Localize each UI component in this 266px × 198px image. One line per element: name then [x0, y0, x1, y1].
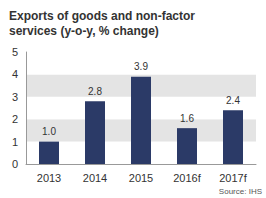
svg-text:1: 1 [12, 136, 18, 148]
svg-text:2014: 2014 [83, 172, 107, 184]
svg-text:2013: 2013 [37, 172, 61, 184]
svg-text:2.8: 2.8 [88, 86, 102, 97]
svg-text:services (y-o-y, % change): services (y-o-y, % change) [9, 24, 159, 38]
svg-text:5: 5 [12, 46, 18, 58]
svg-text:3.9: 3.9 [134, 61, 148, 72]
svg-text:2017f: 2017f [219, 172, 247, 184]
svg-text:2.4: 2.4 [226, 95, 240, 106]
svg-text:4: 4 [12, 68, 18, 80]
svg-text:2015: 2015 [129, 172, 153, 184]
svg-text:Exports of goods and non-facto: Exports of goods and non-factor [9, 9, 198, 23]
svg-text:Source: IHS: Source: IHS [219, 187, 262, 196]
svg-text:3: 3 [12, 91, 18, 103]
svg-text:1.0: 1.0 [42, 126, 56, 137]
svg-text:1.6: 1.6 [180, 113, 194, 124]
svg-text:2: 2 [12, 113, 18, 125]
svg-text:0: 0 [12, 158, 18, 170]
svg-text:2016f: 2016f [173, 172, 201, 184]
